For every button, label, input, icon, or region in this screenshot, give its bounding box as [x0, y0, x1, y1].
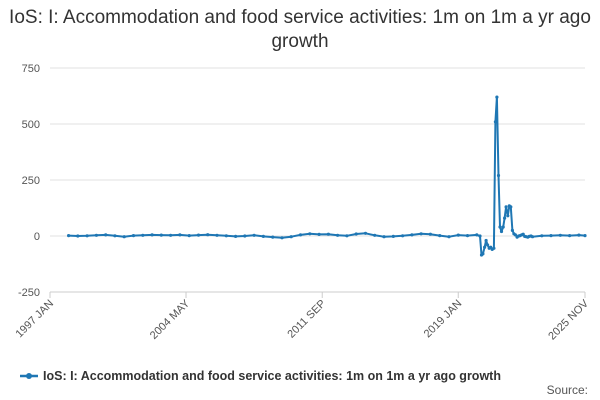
data-point[interactable] — [530, 235, 535, 239]
data-point[interactable] — [492, 246, 496, 250]
data-point[interactable] — [410, 233, 414, 237]
data-point[interactable] — [345, 234, 349, 238]
chart-title: IoS: I: Accommodation and food service a… — [9, 7, 591, 52]
data-point[interactable] — [150, 233, 154, 237]
series-line — [68, 96, 586, 256]
data-point[interactable] — [475, 233, 479, 237]
data-point[interactable] — [486, 243, 490, 247]
data-point[interactable] — [509, 205, 513, 209]
data-point[interactable] — [206, 233, 210, 237]
data-point[interactable] — [67, 234, 71, 238]
x-tick-label: 2025 NOV — [546, 297, 591, 342]
series-layer — [67, 95, 587, 257]
data-point[interactable] — [317, 232, 321, 236]
data-point[interactable] — [76, 234, 80, 238]
data-point[interactable] — [289, 235, 293, 239]
data-point[interactable] — [513, 233, 518, 237]
x-axis-ticks: 1997 JAN 2004 MAY 2011 SEP 2019 JAN 2025 NOV — [13, 292, 592, 342]
data-point[interactable] — [504, 205, 508, 209]
x-tick-label: 2011 SEP — [285, 298, 328, 341]
y-tick-label: -250 — [18, 287, 40, 299]
data-point[interactable] — [94, 233, 98, 237]
data-point[interactable] — [326, 232, 330, 236]
data-point[interactable] — [308, 232, 312, 236]
data-point[interactable] — [549, 234, 553, 238]
data-point[interactable] — [169, 233, 173, 237]
data-point[interactable] — [85, 234, 89, 238]
data-point[interactable] — [503, 216, 507, 220]
data-point[interactable] — [280, 236, 284, 240]
data-point[interactable] — [481, 252, 485, 256]
data-point[interactable] — [428, 232, 432, 236]
data-point[interactable] — [243, 234, 247, 238]
data-point[interactable] — [298, 233, 303, 237]
legend[interactable]: IoS: I: Accommodation and food service a… — [20, 369, 501, 383]
y-tick-label: 250 — [22, 175, 40, 187]
data-point[interactable] — [373, 233, 377, 237]
data-point[interactable] — [354, 232, 358, 236]
x-tick-label: 1997 JAN — [13, 298, 56, 341]
y-tick-label: 0 — [34, 231, 40, 243]
data-point[interactable] — [178, 233, 182, 237]
data-point[interactable] — [104, 233, 108, 237]
data-point[interactable] — [215, 233, 219, 237]
source-label: Source: — [547, 383, 588, 397]
data-point[interactable] — [499, 229, 504, 234]
data-point[interactable] — [131, 234, 136, 238]
data-point[interactable] — [495, 95, 499, 99]
data-point[interactable] — [465, 234, 470, 238]
data-point[interactable] — [224, 234, 228, 238]
gridlines — [50, 67, 585, 293]
legend-marker — [26, 373, 32, 379]
data-point[interactable] — [391, 234, 395, 238]
data-point[interactable] — [583, 234, 587, 238]
data-point[interactable] — [498, 225, 502, 229]
data-point[interactable] — [252, 233, 256, 237]
data-point[interactable] — [261, 234, 265, 238]
data-point[interactable] — [271, 235, 275, 239]
data-point[interactable] — [122, 235, 126, 239]
y-axis-ticks: -250 0 250 500 750 — [18, 63, 40, 299]
y-tick-label: 750 — [22, 63, 40, 75]
data-point[interactable] — [382, 235, 386, 239]
data-point[interactable] — [510, 228, 514, 232]
data-point[interactable] — [196, 233, 201, 237]
data-point[interactable] — [141, 233, 145, 237]
data-point[interactable] — [496, 173, 501, 178]
data-point[interactable] — [558, 233, 562, 237]
data-point[interactable] — [478, 234, 482, 238]
data-point[interactable] — [159, 233, 163, 237]
data-point[interactable] — [484, 238, 488, 243]
data-point[interactable] — [456, 233, 460, 237]
y-tick-label: 500 — [22, 119, 40, 131]
data-point[interactable] — [438, 234, 442, 238]
data-point[interactable] — [568, 234, 572, 238]
data-point[interactable] — [483, 245, 487, 249]
data-point[interactable] — [506, 214, 510, 218]
data-point[interactable] — [540, 234, 544, 238]
data-point[interactable] — [493, 120, 497, 124]
legend-label: IoS: I: Accommodation and food service a… — [43, 369, 501, 383]
data-point[interactable] — [447, 235, 451, 239]
x-tick-label: 2019 JAN — [422, 298, 465, 341]
data-point[interactable] — [501, 225, 505, 229]
data-point[interactable] — [234, 234, 238, 238]
data-point[interactable] — [336, 233, 340, 237]
data-point[interactable] — [363, 231, 368, 235]
data-point[interactable] — [401, 234, 405, 238]
x-tick-label: 2004 MAY — [148, 297, 193, 342]
data-point[interactable] — [419, 232, 423, 236]
data-point[interactable] — [113, 234, 117, 238]
data-point[interactable] — [577, 233, 581, 237]
data-point[interactable] — [187, 234, 191, 238]
